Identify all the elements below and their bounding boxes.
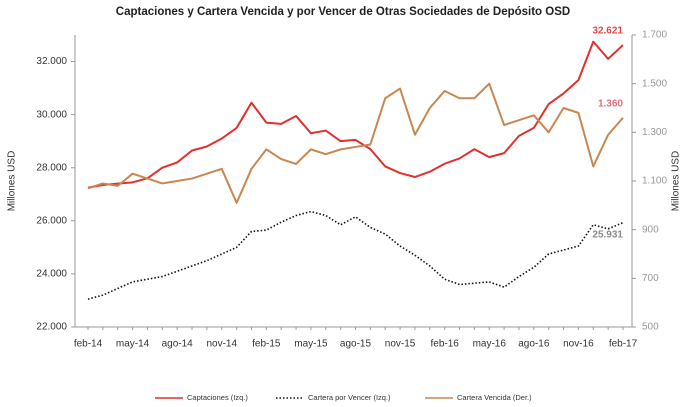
y-tick-label: 30.000 bbox=[36, 109, 67, 120]
y2-tick-label: 1.700 bbox=[642, 30, 667, 41]
y2-tick-label: 500 bbox=[642, 322, 659, 333]
x-tick-label: feb-15 bbox=[252, 339, 281, 350]
x-tick-label: may-16 bbox=[473, 339, 507, 350]
y-tick-label: 26.000 bbox=[36, 215, 67, 226]
line-series bbox=[87, 40, 624, 189]
y-tick-label: 22.000 bbox=[36, 322, 67, 333]
x-tick-label: feb-16 bbox=[430, 339, 459, 350]
x-tick-label: nov-15 bbox=[385, 339, 416, 350]
y2-tick-label: 700 bbox=[642, 273, 659, 284]
y2-axis-label: Millones USD bbox=[671, 151, 682, 212]
y-tick-label: 32.000 bbox=[36, 56, 67, 67]
y2-tick-label: 1.300 bbox=[642, 127, 667, 138]
x-tick-label: ago-16 bbox=[518, 339, 550, 350]
x-tick-label: feb-14 bbox=[74, 339, 103, 350]
y-tick-label: 24.000 bbox=[36, 269, 67, 280]
data-label: 25.931 bbox=[592, 229, 623, 240]
chart-title: Captaciones y Cartera Vencida y por Venc… bbox=[116, 6, 570, 18]
line-series bbox=[87, 82, 624, 204]
legend-label: Captaciones (Izq.) bbox=[187, 393, 248, 402]
x-tick-label: ago-15 bbox=[340, 339, 372, 350]
y-tick-label: 28.000 bbox=[36, 162, 67, 173]
y2-tick-label: 900 bbox=[642, 224, 659, 235]
x-tick-label: ago-14 bbox=[162, 339, 194, 350]
x-tick-label: may-15 bbox=[294, 339, 328, 350]
data-label: 32.621 bbox=[592, 26, 623, 37]
legend-label: Cartera Vencida (Der.) bbox=[457, 393, 532, 402]
x-tick-label: nov-14 bbox=[206, 339, 237, 350]
y2-tick-label: 1.100 bbox=[642, 176, 667, 187]
x-tick-label: feb-17 bbox=[609, 339, 638, 350]
data-label: 1.360 bbox=[598, 98, 623, 109]
x-tick-label: may-14 bbox=[116, 339, 150, 350]
line-series bbox=[87, 210, 624, 300]
y-axis-label: Millones USD bbox=[7, 151, 18, 212]
y2-tick-label: 1.500 bbox=[642, 78, 667, 89]
x-tick-label: nov-16 bbox=[563, 339, 594, 350]
legend-label: Cartera por Vencer (Izq.) bbox=[308, 393, 391, 402]
